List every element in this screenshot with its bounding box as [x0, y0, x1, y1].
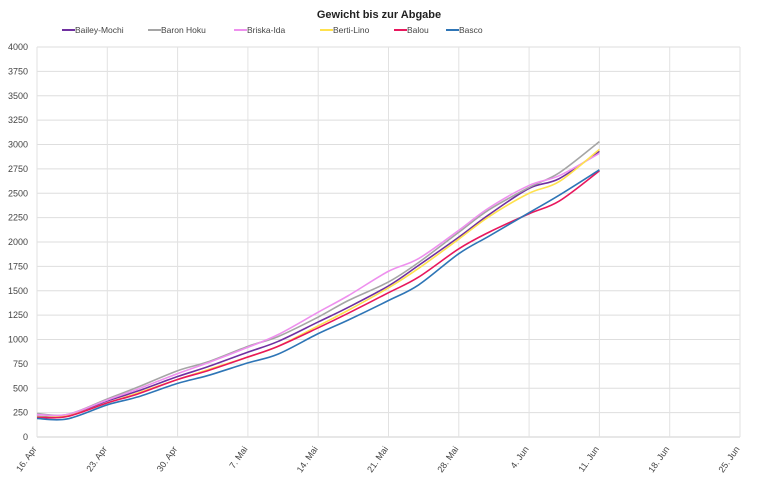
x-tick-label: 18. Jun [646, 444, 671, 474]
legend-label: Balou [407, 25, 429, 35]
chart-title: Gewicht bis zur Abgabe [317, 9, 441, 21]
y-tick-label: 2500 [8, 188, 28, 198]
y-tick-label: 250 [13, 408, 28, 418]
series-line-baron-hoku [36, 140, 600, 417]
y-tick-label: 3250 [8, 115, 28, 125]
x-tick-label: 4. Jun [508, 444, 530, 470]
series-line-balou [36, 170, 600, 419]
y-tick-label: 2750 [8, 164, 28, 174]
x-tick-label: 14. Mai [295, 444, 320, 474]
series-line-briska-ida [36, 152, 600, 417]
y-tick-label: 3000 [8, 140, 28, 150]
legend-label: Basco [459, 25, 483, 35]
y-tick-label: 2000 [8, 237, 28, 247]
x-tick-label: 16. Apr [14, 444, 39, 473]
y-tick-label: 1750 [8, 261, 28, 271]
x-tick-label: 25. Jun [717, 444, 742, 474]
y-tick-label: 3500 [8, 91, 28, 101]
y-tick-label: 1250 [8, 310, 28, 320]
x-tick-label: 30. Apr [155, 444, 180, 473]
y-tick-label: 1500 [8, 286, 28, 296]
x-tick-label: 11. Jun [576, 444, 601, 473]
legend-label: Berti-Lino [333, 25, 370, 35]
series-line-basco [36, 169, 600, 421]
series-line-bailey-mochi [36, 150, 600, 418]
x-tick-label: 7. Mai [227, 444, 249, 470]
y-tick-label: 4000 [8, 42, 28, 52]
y-tick-label: 500 [13, 383, 28, 393]
y-tick-label: 1000 [8, 335, 28, 345]
y-tick-label: 2250 [8, 213, 28, 223]
y-tick-label: 3750 [8, 66, 28, 76]
y-tick-label: 0 [23, 432, 28, 442]
legend-label: Baron Hoku [161, 25, 206, 35]
legend-label: Bailey-Mochi [75, 25, 124, 35]
x-tick-label: 23. Apr [84, 444, 109, 473]
x-tick-label: 21. Mai [365, 444, 390, 474]
legend-label: Briska-Ida [247, 25, 286, 35]
x-tick-label: 28. Mai [435, 444, 460, 474]
y-tick-label: 750 [13, 359, 28, 369]
